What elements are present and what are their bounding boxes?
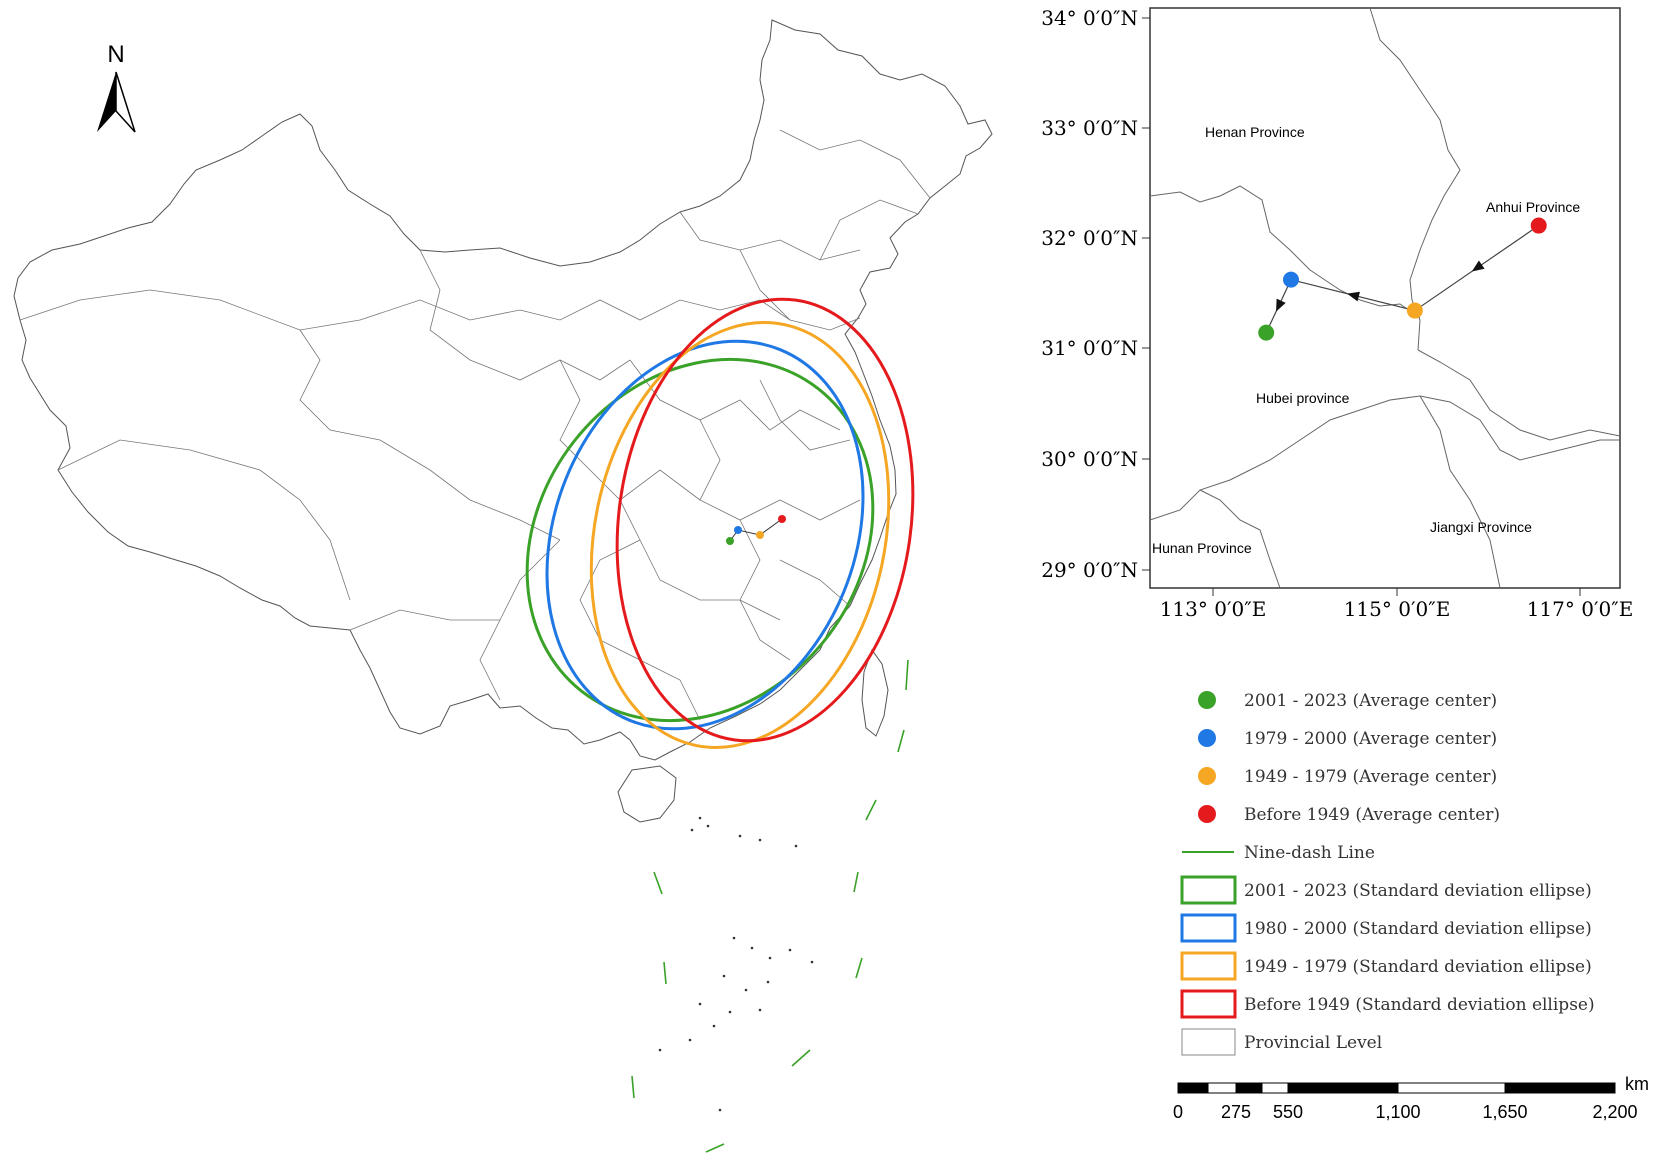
scale-segment — [1207, 1082, 1237, 1094]
ellipse-before-1949 — [615, 297, 915, 743]
legend-dot-icon — [1198, 805, 1216, 823]
ellipse-2001-2023 — [525, 357, 875, 723]
main-map-center-track — [726, 515, 786, 545]
scale-label: 1,100 — [1375, 1102, 1420, 1122]
nine-dash-line — [631, 659, 909, 1153]
legend-dot-icon — [1198, 729, 1216, 747]
legend-label: 1949 - 1979 (Standard deviation ellipse) — [1244, 957, 1592, 977]
legend-label: Nine-dash Line — [1244, 843, 1375, 863]
north-arrow-label: N — [107, 41, 124, 68]
legend-item: Provincial Level — [1181, 1028, 1382, 1056]
ellipse-1949-1979 — [589, 321, 891, 749]
track-arrow — [1347, 291, 1360, 302]
legend-label: 2001 - 2023 (Standard deviation ellipse) — [1244, 881, 1592, 901]
center-dot-1949-1979 — [756, 531, 764, 539]
legend-item: 1949 - 1979 (Standard deviation ellipse) — [1180, 951, 1592, 981]
inset-center-dot — [1406, 302, 1423, 319]
scale-bar-segments — [1177, 1082, 1616, 1094]
scale-label: 0 — [1173, 1102, 1183, 1122]
label-jiangxi-province: Jiangxi Province — [1430, 519, 1532, 535]
legend-label: Before 1949 (Average center) — [1244, 805, 1500, 825]
main-map: N — [13, 19, 993, 1153]
scale-segment — [1504, 1082, 1616, 1094]
scale-label: 275 — [1221, 1102, 1251, 1122]
legend-label: 1979 - 2000 (Average center) — [1244, 729, 1497, 749]
inset-center-dot — [1282, 271, 1299, 288]
scale-bar: km 0 275 550 1,100 1,650 2,200 — [1173, 1074, 1649, 1122]
scale-segment — [1287, 1082, 1399, 1094]
legend-item: Before 1949 (Average center) — [1198, 805, 1500, 825]
inset-center-dot — [1258, 324, 1275, 341]
scale-unit: km — [1625, 1074, 1649, 1094]
label-hunan-province: Hunan Province — [1152, 540, 1252, 556]
track-arrow — [1276, 298, 1286, 312]
legend-label: 1980 - 2000 (Standard deviation ellipse) — [1244, 919, 1592, 939]
center-dot-before-1949 — [778, 515, 786, 523]
taiwan-outline — [861, 648, 889, 737]
legend-item: Nine-dash Line — [1182, 843, 1375, 863]
country-outline — [13, 19, 993, 761]
label-henan-province: Henan Province — [1205, 124, 1305, 140]
north-arrow: N — [97, 41, 136, 133]
sd-ellipses — [525, 297, 915, 749]
legend-dot-icon — [1198, 767, 1216, 785]
inset-center-track — [1258, 217, 1547, 341]
inset-boundaries — [1149, 7, 1621, 589]
scale-label: 2,200 — [1592, 1102, 1637, 1122]
center-dot-1979-2000 — [734, 526, 742, 534]
scale-segment — [1177, 1082, 1209, 1094]
ellipse-1980-2000 — [545, 339, 865, 731]
legend-item: Before 1949 (Standard deviation ellipse) — [1180, 989, 1595, 1019]
label-hubei-province: Hubei province — [1256, 390, 1350, 406]
south-china-sea-islands — [658, 816, 814, 1112]
lat-tick-30: 30° 0′0″N — [1041, 447, 1138, 471]
legend-label: Before 1949 (Standard deviation ellipse) — [1244, 995, 1595, 1015]
legend-outline-icon — [1181, 1028, 1236, 1056]
legend-box-icon — [1180, 989, 1237, 1019]
north-arrow-icon — [97, 72, 116, 132]
scale-segment — [1397, 1082, 1506, 1094]
lon-tick-115: 115° 0′0″E — [1344, 597, 1451, 621]
legend-item: 1980 - 2000 (Standard deviation ellipse) — [1180, 913, 1592, 943]
scale-label: 1,650 — [1482, 1102, 1527, 1122]
inset-lon-ticks: 113° 0′0″E 115° 0′0″E 117° 0′0″E — [1160, 588, 1634, 621]
legend: 2001 - 2023 (Average center) 1979 - 2000 … — [1180, 691, 1595, 1056]
legend-label: 2001 - 2023 (Average center) — [1244, 691, 1497, 711]
label-anhui-province: Anhui Province — [1486, 199, 1580, 215]
legend-box-icon — [1180, 913, 1237, 943]
lon-tick-117: 117° 0′0″E — [1527, 597, 1634, 621]
inset-center-dot — [1530, 217, 1547, 234]
hainan-island-outline — [617, 765, 677, 823]
scale-label: 550 — [1273, 1102, 1303, 1122]
legend-item: 2001 - 2023 (Standard deviation ellipse) — [1180, 875, 1592, 905]
lon-tick-113: 113° 0′0″E — [1160, 597, 1267, 621]
legend-dot-icon — [1198, 691, 1216, 709]
track-arrow — [1471, 260, 1485, 272]
legend-box-icon — [1180, 875, 1237, 905]
lat-tick-34: 34° 0′0″N — [1041, 6, 1138, 30]
legend-label: Provincial Level — [1244, 1033, 1382, 1053]
legend-label: 1949 - 1979 (Average center) — [1244, 767, 1497, 787]
scale-segment — [1235, 1082, 1263, 1094]
lat-tick-29: 29° 0′0″N — [1041, 558, 1138, 582]
inset-lat-ticks: 34° 0′0″N 33° 0′0″N 32° 0′0″N 31° 0′0″N … — [1041, 6, 1150, 582]
scale-segment — [1261, 1082, 1289, 1094]
inset-map: 34° 0′0″N 33° 0′0″N 32° 0′0″N 31° 0′0″N … — [1041, 6, 1633, 621]
legend-box-icon — [1180, 951, 1237, 981]
center-dot-2001-2023 — [726, 537, 734, 545]
lat-tick-32: 32° 0′0″N — [1041, 226, 1138, 250]
legend-item: 2001 - 2023 (Average center) — [1198, 691, 1497, 711]
legend-item: 1949 - 1979 (Average center) — [1198, 767, 1497, 787]
inset-frame — [1149, 7, 1621, 589]
lat-tick-31: 31° 0′0″N — [1041, 336, 1138, 360]
provincial-boundaries — [19, 129, 931, 721]
lat-tick-33: 33° 0′0″N — [1041, 116, 1138, 140]
legend-item: 1979 - 2000 (Average center) — [1198, 729, 1497, 749]
